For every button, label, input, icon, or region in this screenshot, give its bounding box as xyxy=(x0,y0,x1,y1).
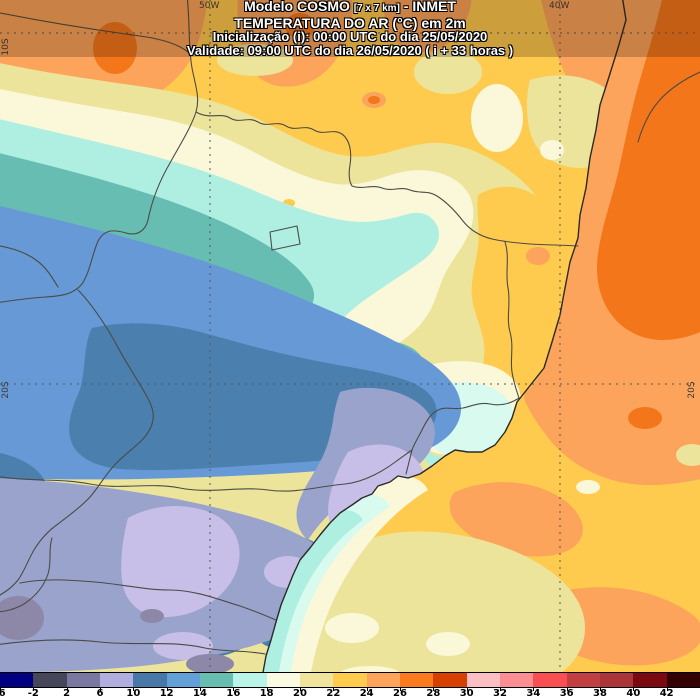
colorbar-segment xyxy=(633,673,667,687)
lat-label-10s-left: 10S xyxy=(1,38,11,55)
lat-label-20s-left: 20S xyxy=(1,381,11,398)
colorbar-segment xyxy=(99,673,134,687)
colorbar-segment xyxy=(0,673,34,687)
colorbar-segment xyxy=(599,673,634,687)
colorbar-segment xyxy=(466,673,500,687)
colorbar-segment xyxy=(233,673,267,687)
colorbar-tick xyxy=(200,688,201,691)
lat-label-20s-right: 20S xyxy=(687,381,697,398)
colorbar-segment xyxy=(533,673,567,687)
colorbar-tick xyxy=(466,688,468,691)
colorbar-label: 32 xyxy=(493,688,507,699)
colorbar-label: 24 xyxy=(359,688,374,699)
colorbar-segment xyxy=(33,673,67,687)
map-svg: 50W 40W 10S 20S 20S xyxy=(0,0,700,672)
lon-label-50w: 50W xyxy=(199,1,219,11)
title-shade xyxy=(0,0,700,57)
colorbar-tick xyxy=(133,688,135,691)
colorbar-label: 10 xyxy=(126,688,141,699)
colorbar-tick xyxy=(233,688,235,691)
colorbar-label: 30 xyxy=(459,688,474,699)
colorbar-segments xyxy=(0,672,700,688)
colorbar-segment xyxy=(666,673,700,687)
colorbar-segment xyxy=(399,673,434,687)
lon-label-40w: 40W xyxy=(549,1,569,11)
colorbar-tick xyxy=(66,688,68,691)
colorbar-label: 20 xyxy=(293,688,307,699)
colorbar-tick xyxy=(500,688,501,691)
colorbar-label: 40 xyxy=(626,688,641,699)
colorbar-label: 6 xyxy=(96,688,104,699)
colorbar-segment xyxy=(199,673,234,687)
colorbar-label: -6 xyxy=(0,688,6,699)
colorbar-tick xyxy=(666,688,668,691)
colorbar-segment xyxy=(433,673,467,687)
colorbar-segment xyxy=(366,673,400,687)
map-area: 50W 40W 10S 20S 20S xyxy=(0,0,700,672)
colorbar-label: 22 xyxy=(326,688,341,699)
colorbar-segment xyxy=(266,673,300,687)
colorbar-tick xyxy=(100,688,101,691)
colorbar-label: 12 xyxy=(159,688,174,699)
ocean-field xyxy=(262,0,700,672)
colorbar-segment xyxy=(133,673,167,687)
colorbar-label: 2 xyxy=(63,688,71,699)
colorbar-tick xyxy=(266,688,268,691)
colorbar-label: 42 xyxy=(659,688,674,699)
colorbar-label: 18 xyxy=(259,688,274,699)
colorbar-label: 14 xyxy=(193,688,207,699)
colorbar-segment xyxy=(499,673,534,687)
colorbar-segment xyxy=(566,673,600,687)
colorbar-tick xyxy=(566,688,568,691)
colorbar-segment xyxy=(299,673,334,687)
colorbar-tick xyxy=(600,688,601,691)
colorbar-segment xyxy=(166,673,200,687)
colorbar-label: 28 xyxy=(426,688,441,699)
latlon-grid: 50W 40W 10S 20S 20S xyxy=(0,0,700,672)
colorbar-label: 16 xyxy=(226,688,241,699)
colorbar-tick xyxy=(33,688,35,691)
distrito-federal-outline xyxy=(269,225,301,251)
colorbar-tick xyxy=(633,688,635,691)
colorbar-tick xyxy=(366,688,368,691)
colorbar-tick xyxy=(166,688,168,691)
colorbar-segment xyxy=(66,673,100,687)
colorbar-tick xyxy=(533,688,535,691)
colorbar-tick xyxy=(433,688,435,691)
colorbar-label: 36 xyxy=(559,688,574,699)
colorbar-tick xyxy=(0,688,1,691)
colorbar-tick xyxy=(300,688,301,691)
colorbar-label: 38 xyxy=(593,688,607,699)
temperature-field xyxy=(0,0,700,672)
colorbar-segment xyxy=(333,673,367,687)
colorbar-label: -2 xyxy=(27,688,39,699)
colorbar-tick xyxy=(333,688,335,691)
colorbar-tick xyxy=(400,688,401,691)
coastline xyxy=(262,0,627,672)
state-borders xyxy=(0,0,700,655)
colorbar-label: 34 xyxy=(526,688,541,699)
colorbar-label: 26 xyxy=(393,688,407,699)
